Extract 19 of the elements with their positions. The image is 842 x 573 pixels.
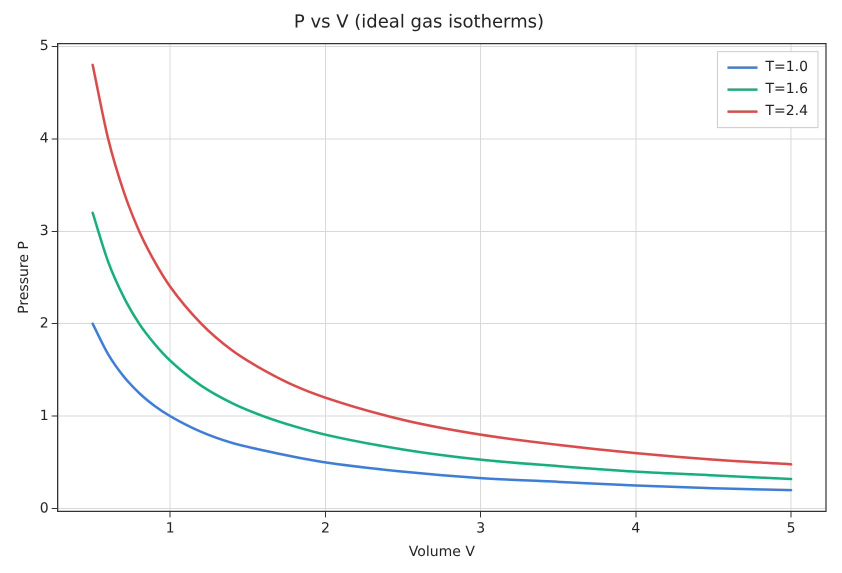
y-axis-title: Pressure P <box>16 241 32 314</box>
y-tick-label: 5 <box>40 38 49 54</box>
x-tick-label: 2 <box>320 520 330 536</box>
line-series <box>91 322 792 492</box>
legend-label: T=2.4 <box>764 103 808 120</box>
x-tick-label: 5 <box>786 520 796 536</box>
line-series <box>91 212 792 480</box>
x-tick-label: 3 <box>476 520 486 536</box>
x-axis-title: Volume V <box>408 544 476 560</box>
legend-label: T=1.6 <box>764 81 808 98</box>
y-tick-label: 1 <box>40 408 49 424</box>
x-tick-label: 4 <box>631 520 640 536</box>
y-tick-label: 3 <box>40 222 49 239</box>
y-tick-label: 4 <box>40 130 49 146</box>
x-tick-label: 1 <box>166 520 175 536</box>
legend-label: T=1.0 <box>764 59 808 76</box>
chart-title: P vs V (ideal gas isotherms) <box>294 11 544 32</box>
y-tick-label: 0 <box>40 500 49 516</box>
y-tick-label: 2 <box>40 315 49 332</box>
